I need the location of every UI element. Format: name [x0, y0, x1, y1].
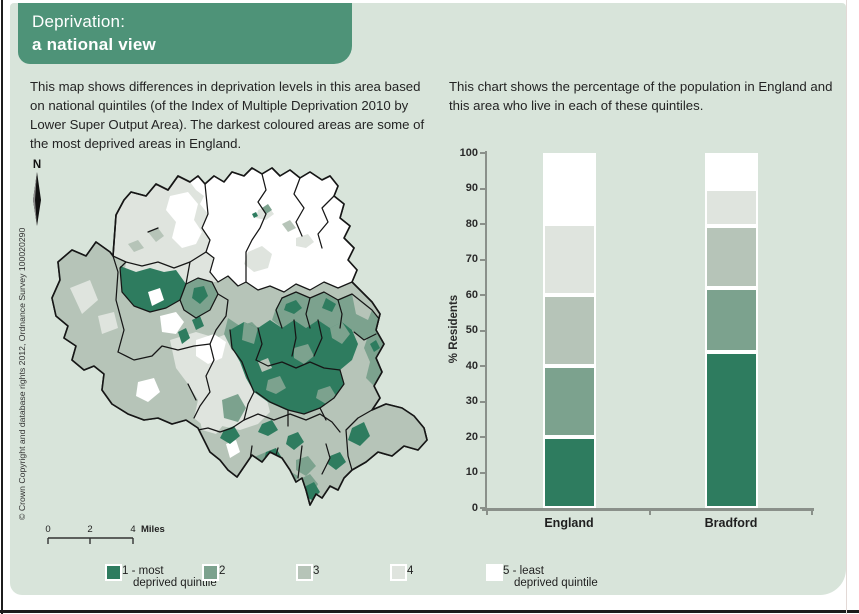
- y-tick-label: 20: [465, 430, 478, 443]
- y-tick-label: 100: [459, 146, 478, 159]
- chart-x-axis: [482, 508, 814, 511]
- svg-text:4: 4: [130, 524, 135, 535]
- x-tick-mark: [486, 510, 488, 515]
- map-ward-boundaries: [112, 173, 381, 479]
- chart-y-axis: [485, 151, 487, 510]
- y-tick-label: 30: [465, 395, 478, 407]
- y-tick-label: 50: [465, 324, 478, 336]
- svg-text:N: N: [33, 159, 41, 171]
- map-district-outline: [51, 167, 428, 506]
- legend-label: 1 - most deprived quintile: [122, 565, 217, 589]
- north-arrow-icon: N: [33, 159, 41, 226]
- page-title-line1: Deprivation:: [32, 12, 126, 31]
- legend-label: 3: [313, 565, 320, 577]
- bar-segment-england-q2: [542, 366, 596, 437]
- page-border-bottom: [0, 610, 859, 613]
- y-tick-mark: [480, 329, 485, 332]
- y-tick-mark: [480, 152, 485, 154]
- bar-segment-england-q1: [542, 437, 596, 508]
- y-tick-mark: [480, 187, 485, 190]
- map-scale-bar: [47, 537, 134, 544]
- legend-swatch-quintile-4: [390, 564, 407, 581]
- y-tick-label: 10: [465, 466, 478, 478]
- quintile-legend: 1 - most deprived quintile 2 3 4 5 -: [0, 562, 859, 596]
- page-title-line2: a national view: [32, 35, 156, 54]
- map-copyright: © Crown Copyright and database rights 20…: [17, 228, 27, 520]
- y-tick-label: 0: [471, 501, 478, 514]
- legend-label: 5 - least deprived quintile: [503, 565, 598, 589]
- legend-swatch-quintile-1: [105, 564, 122, 581]
- svg-text:2: 2: [87, 524, 92, 535]
- chart-description: This chart shows the percentage of the p…: [449, 79, 833, 113]
- legend-swatch-quintile-5: [486, 564, 503, 581]
- y-tick-mark: [480, 223, 485, 225]
- y-tick-mark: [480, 507, 485, 509]
- page-border-left: [1, 0, 3, 614]
- legend-label: 2: [219, 565, 226, 577]
- bar-segment-england-q5: [542, 153, 596, 224]
- map-description: This map shows differences in deprivatio…: [30, 79, 425, 151]
- y-tick-label: 40: [465, 359, 478, 372]
- bar-segment-bradford-q3: [704, 225, 758, 288]
- bar-segment-england-q4: [542, 224, 596, 295]
- category-label-england: England: [544, 516, 594, 530]
- y-tick-label: 90: [465, 182, 478, 194]
- bar-segment-bradford-q5: [704, 153, 758, 189]
- map-scale-labels: 0 2 4 Miles: [45, 524, 164, 535]
- y-tick-mark: [480, 471, 485, 474]
- map-quintile-areas: [52, 168, 427, 505]
- y-tick-mark: [480, 294, 485, 296]
- page-border-right: [846, 0, 847, 614]
- svg-text:0: 0: [45, 524, 50, 535]
- bar-segment-bradford-q2: [704, 287, 758, 352]
- legend-label: 4: [407, 565, 414, 577]
- legend-swatch-quintile-3: [296, 564, 313, 581]
- bar-segment-bradford-q1: [704, 351, 758, 508]
- y-tick-mark: [480, 436, 485, 438]
- map-scale-unit: Miles: [141, 524, 165, 535]
- y-tick-mark: [480, 258, 485, 261]
- deprivation-map: N © Crown Copyright and database rights …: [17, 159, 428, 544]
- bar-segment-bradford-q4: [704, 188, 758, 226]
- quintile-chart: % Residents 0 10 20 30 40 50 60 70 80 90 100 Englan…: [440, 140, 852, 550]
- y-tick-label: 60: [465, 288, 478, 301]
- x-tick-mark: [811, 510, 813, 515]
- y-tick-label: 70: [465, 253, 478, 265]
- category-label-bradford: Bradford: [704, 516, 758, 530]
- title-banner: Deprivation: a national view: [18, 3, 352, 64]
- y-tick-mark: [480, 365, 485, 367]
- x-tick-mark: [648, 510, 651, 515]
- bar-segment-england-q3: [542, 295, 596, 366]
- y-tick-mark: [480, 400, 485, 403]
- legend-swatch-quintile-2: [202, 564, 219, 581]
- y-tick-label: 80: [465, 217, 478, 230]
